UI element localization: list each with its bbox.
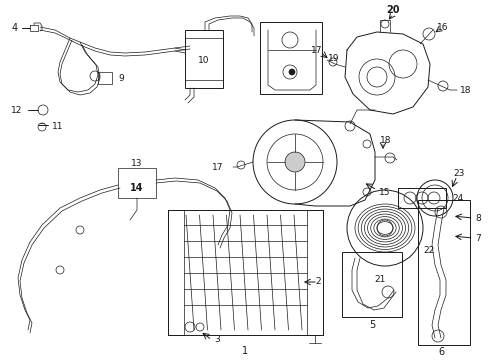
Text: 20: 20 (386, 5, 399, 15)
Text: 11: 11 (52, 122, 63, 131)
Bar (168, 210, 323, 335)
Text: 4: 4 (12, 23, 18, 33)
Text: 8: 8 (474, 213, 480, 222)
Bar (397, 188, 445, 208)
Text: 12: 12 (11, 105, 22, 114)
Text: 1: 1 (242, 346, 247, 356)
Text: 2: 2 (314, 278, 320, 287)
Text: 22: 22 (422, 246, 433, 255)
Text: 24: 24 (451, 194, 462, 202)
Text: 18: 18 (459, 86, 470, 95)
Bar (184, 30, 223, 88)
Text: 19: 19 (327, 54, 339, 63)
Text: 9: 9 (118, 73, 123, 82)
Text: 15: 15 (378, 188, 390, 197)
Bar (306, 210, 323, 335)
Circle shape (288, 69, 294, 75)
Text: 5: 5 (368, 320, 374, 330)
Circle shape (285, 152, 305, 172)
Bar (260, 22, 321, 94)
Text: 13: 13 (131, 158, 142, 167)
Bar (341, 252, 401, 317)
Bar (417, 200, 469, 345)
Text: 17: 17 (211, 162, 223, 171)
Text: 18: 18 (379, 135, 391, 144)
Text: 17: 17 (311, 45, 322, 54)
Text: 10: 10 (198, 55, 209, 64)
Bar (168, 210, 183, 335)
Text: 6: 6 (437, 347, 443, 357)
Text: 14: 14 (130, 183, 143, 193)
Text: 23: 23 (452, 168, 464, 177)
Bar (98, 72, 112, 84)
Text: 3: 3 (214, 336, 219, 345)
Text: 21: 21 (373, 275, 385, 284)
Text: 16: 16 (436, 23, 447, 32)
Bar (118, 168, 156, 198)
Text: 7: 7 (474, 234, 480, 243)
